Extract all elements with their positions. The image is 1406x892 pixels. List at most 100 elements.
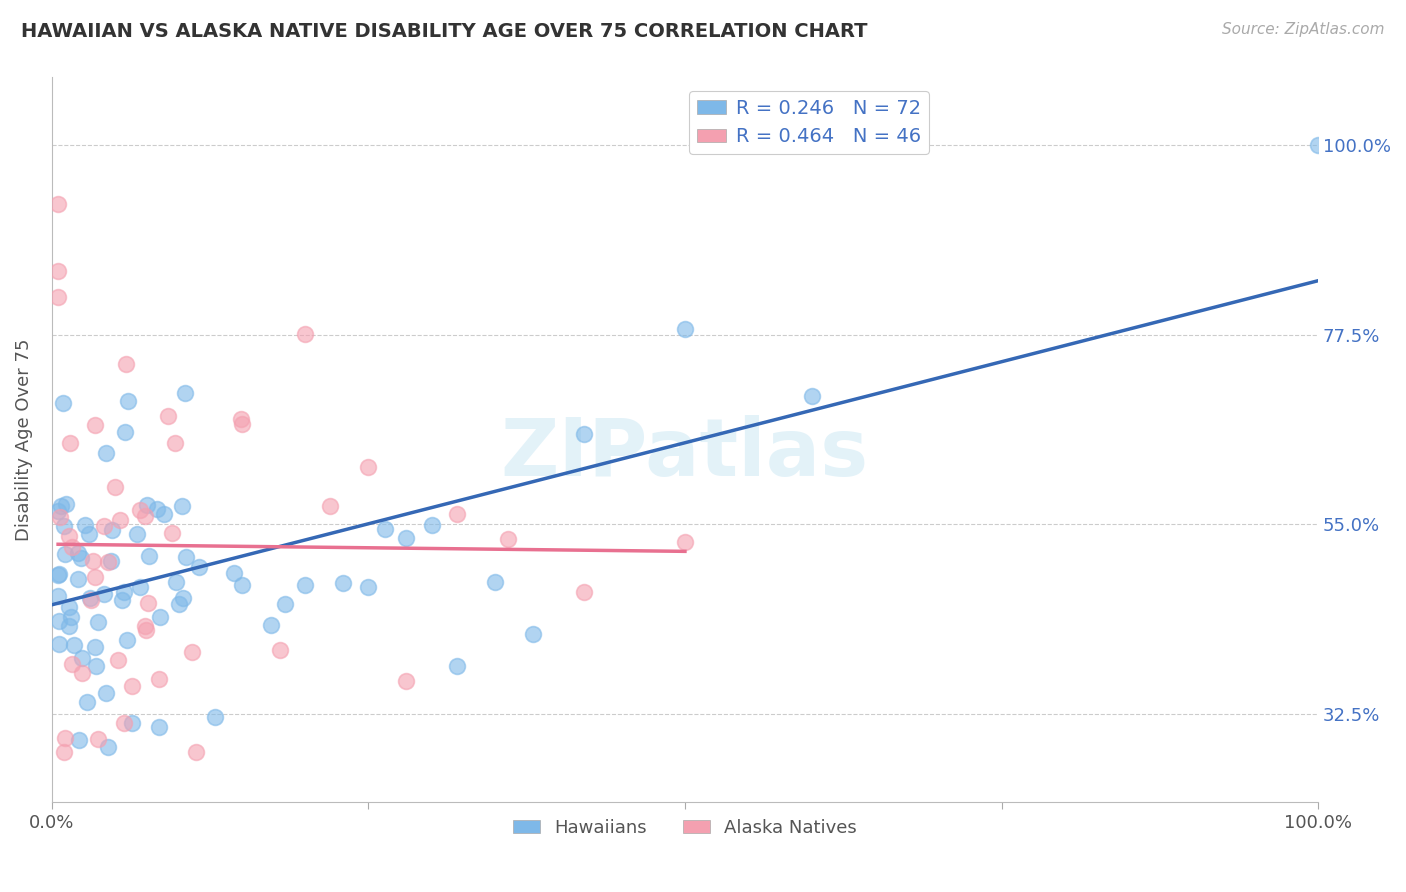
Point [46, 289, 69, 303]
Point [231, 417, 253, 431]
Point [172, 591, 194, 606]
Point [136, 498, 159, 512]
Point [67, 573, 90, 587]
Point [101, 524, 124, 538]
Point [148, 720, 170, 734]
Point [446, 507, 468, 521]
Point [46, 504, 69, 518]
Point [53, 518, 76, 533]
Point [294, 578, 316, 592]
Point [167, 597, 190, 611]
Point [156, 409, 179, 424]
Point [97, 739, 120, 754]
Point [60, 540, 83, 554]
Point [673, 535, 696, 549]
Point [53, 745, 76, 759]
Point [70, 666, 93, 681]
Point [357, 580, 380, 594]
Point [260, 618, 283, 632]
Point [165, 574, 187, 589]
Point [357, 459, 380, 474]
Point [134, 509, 156, 524]
Point [274, 597, 297, 611]
Point [84, 640, 107, 654]
Point [80, 592, 103, 607]
Point [134, 618, 156, 632]
Point [48, 637, 70, 651]
Point [77, 526, 100, 541]
Point [115, 632, 138, 647]
Point [104, 480, 127, 494]
Point [58, 619, 80, 633]
Point [117, 393, 139, 408]
Point [165, 436, 187, 450]
Point [48, 567, 70, 582]
Point [135, 624, 157, 638]
Point [87, 732, 110, 747]
Point [52, 396, 75, 410]
Point [138, 549, 160, 563]
Point [114, 425, 136, 440]
Point [149, 609, 172, 624]
Text: ZIPatlas: ZIPatlas [501, 416, 869, 493]
Point [184, 745, 207, 759]
Point [522, 627, 544, 641]
Point [173, 386, 195, 401]
Point [59, 436, 82, 450]
Point [112, 585, 135, 599]
Point [145, 502, 167, 516]
Point [181, 645, 204, 659]
Point [121, 715, 143, 730]
Point [79, 591, 101, 605]
Point [108, 513, 131, 527]
Point [73, 517, 96, 532]
Text: HAWAIIAN VS ALASKA NATIVE DISABILITY AGE OVER 75 CORRELATION CHART: HAWAIIAN VS ALASKA NATIVE DISABILITY AGE… [21, 22, 868, 41]
Point [222, 566, 245, 581]
Point [96, 445, 118, 459]
Point [395, 674, 418, 689]
Point [204, 709, 226, 723]
Point [55, 547, 77, 561]
Point [188, 560, 211, 574]
Point [46, 568, 69, 582]
Point [121, 679, 143, 693]
Point [46, 197, 69, 211]
Point [76, 695, 98, 709]
Y-axis label: Disability Age Over 75: Disability Age Over 75 [15, 339, 32, 541]
Point [572, 427, 595, 442]
Point [128, 580, 150, 594]
Point [62, 638, 84, 652]
Point [87, 615, 110, 629]
Point [174, 549, 197, 564]
Point [153, 508, 176, 522]
Point [128, 503, 150, 517]
Point [138, 596, 160, 610]
Point [800, 389, 823, 403]
Point [46, 264, 69, 278]
Point [125, 527, 148, 541]
Point [58, 600, 80, 615]
Point [332, 576, 354, 591]
Point [70, 651, 93, 665]
Point [107, 653, 129, 667]
Point [84, 417, 107, 432]
Point [496, 533, 519, 547]
Point [231, 411, 253, 425]
Point [67, 732, 90, 747]
Point [484, 574, 506, 589]
Point [96, 685, 118, 699]
Point [97, 555, 120, 569]
Point [231, 578, 253, 592]
Point [82, 554, 104, 568]
Point [58, 529, 80, 543]
Point [319, 499, 342, 513]
Point [48, 614, 70, 628]
Point [1308, 137, 1330, 152]
Point [60, 609, 83, 624]
Point [49, 500, 72, 514]
Point [66, 546, 89, 560]
Point [93, 518, 115, 533]
Text: Source: ZipAtlas.com: Source: ZipAtlas.com [1222, 22, 1385, 37]
Point [269, 643, 291, 657]
Point [83, 570, 105, 584]
